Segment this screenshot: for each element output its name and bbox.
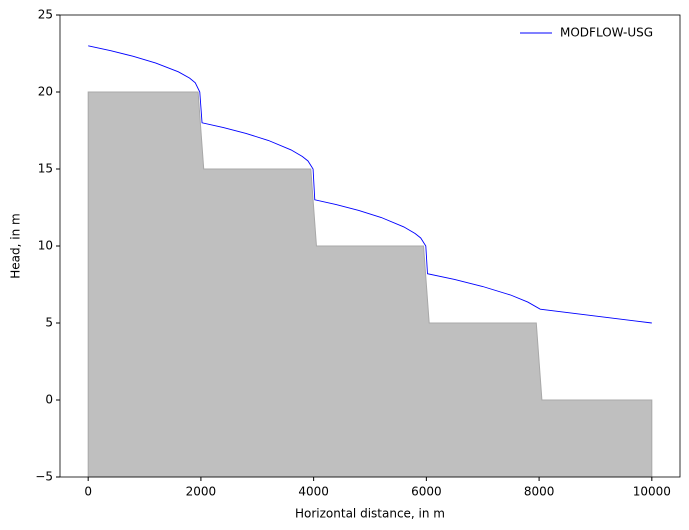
x-tick-label: 4000: [298, 485, 329, 499]
y-tick-label: 5: [45, 316, 53, 330]
y-axis-label: Head, in m: [9, 213, 23, 278]
y-tick-label: −5: [35, 470, 53, 484]
x-tick-label: 6000: [411, 485, 442, 499]
y-tick-label: 10: [38, 239, 53, 253]
area: [87, 91, 653, 478]
y-tick-label: 25: [38, 8, 53, 22]
x-tick-label: 2000: [186, 485, 217, 499]
line: [88, 45, 652, 324]
x-tick-label: 8000: [524, 485, 555, 499]
y-tick-label: 0: [45, 393, 53, 407]
y-tick-label: 20: [38, 85, 53, 99]
x-tick-label: 0: [84, 485, 92, 499]
y-tick-label: 15: [38, 162, 53, 176]
x-axis-label: Horizontal distance, in m: [295, 507, 445, 521]
x-tick-label: 10000: [633, 485, 671, 499]
legend-label: MODFLOW-USG: [560, 26, 653, 40]
